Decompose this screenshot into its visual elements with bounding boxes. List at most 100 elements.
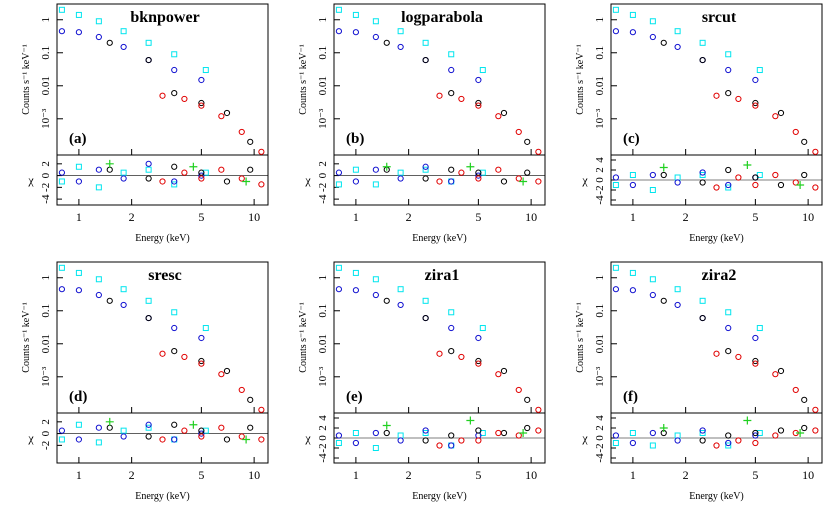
panel-label: (d) [69,389,87,405]
data-point [58,264,65,271]
x-tick-label: 1 [630,210,636,224]
data-point [725,442,732,449]
data-point [238,175,245,182]
data-point [812,184,819,191]
data-point [258,436,265,443]
data-point [458,353,465,361]
x-tick-label: 5 [475,468,481,482]
panel-label: (f) [623,389,638,405]
data-point [752,429,759,437]
data-point [198,102,205,109]
data-point [171,163,178,170]
residual-tick-label: -2 [594,443,606,452]
data-point [422,39,429,46]
data-point [629,439,636,447]
data-point [171,421,178,428]
x-tick-label: 2 [129,468,135,482]
data-point [238,433,245,440]
data-point [500,109,508,117]
data-point [524,396,531,403]
x-tick-label: 1 [353,468,359,482]
data-point [422,166,429,173]
data-point [448,324,455,332]
y-axis-label: Counts s⁻¹ keV⁻¹ [298,302,309,372]
data-point [422,430,429,436]
y-tick-label: 10⁻³ [40,366,52,387]
data-point [95,276,102,283]
data-point [713,350,720,357]
data-point [743,161,752,169]
y-tick-label: 0.01 [594,76,606,95]
panel: 1 0.1 0.01 10⁻³ -4 -2 0 2 1 2 5 10 Energy (keV) Count… [298,3,546,244]
panel-label: (c) [623,131,640,147]
data-point [519,177,528,186]
data-point [198,169,205,176]
data-point [106,39,113,46]
x-axis-label: Energy (keV) [412,233,467,244]
data-point [612,440,619,446]
panel-title: srcut [702,9,737,26]
data-point [105,159,114,168]
data-point [422,437,429,444]
data-point [674,179,681,186]
data-point [495,371,502,378]
data-point [352,178,359,185]
data-point [202,427,209,434]
data-point [171,324,178,332]
data-point [612,28,620,35]
data-point [75,287,82,294]
x-axis-label: Energy (keV) [135,491,190,502]
plot-frame [56,3,269,206]
data-point [752,334,759,342]
data-point [725,89,732,97]
residual-axis-label: χ [304,173,311,187]
data-point [242,177,251,186]
data-point [372,18,379,25]
x-axis-label: Energy (keV) [412,491,467,502]
y-axis-label: Counts s⁻¹ keV⁻¹ [21,302,32,372]
data-point [649,18,656,25]
residual-tick-label: -2 [40,441,52,450]
data-point [495,429,502,437]
data-point [95,184,102,191]
data-point [629,287,636,294]
residual-tick-label: -4 [40,194,52,204]
data-point [335,28,343,35]
data-point [777,427,785,434]
data-point [352,11,359,18]
data-point [145,421,152,428]
data-point [713,92,720,99]
data-point [612,6,619,13]
data-point [812,427,819,434]
data-point [145,175,152,182]
data-point [383,297,390,304]
data-point [422,314,429,322]
data-point [95,424,102,431]
data-point [674,432,681,439]
residual-tick-label: -4 [594,453,606,463]
data-point [238,386,245,394]
residual-tick-label: 0 [40,430,52,436]
data-point [397,301,404,309]
data-point [801,396,808,403]
data-point [660,171,667,179]
data-point [75,436,82,443]
data-point [674,43,681,51]
data-point [458,169,465,176]
x-tick-label: 2 [683,210,689,224]
data-point [612,432,620,439]
data-point [75,29,82,36]
data-point [145,297,152,304]
data-point [335,432,343,439]
data-point [792,179,799,186]
data-point [145,433,152,440]
y-tick-label: 10⁻³ [317,108,329,129]
data-point [699,314,706,322]
data-point [198,172,205,179]
y-axis-label: Counts s⁻¹ keV⁻¹ [298,44,309,114]
data-point [372,166,379,173]
y-tick-label: 0.1 [594,304,606,318]
data-point [242,435,251,444]
data-point [752,181,759,189]
x-tick-label: 2 [683,468,689,482]
